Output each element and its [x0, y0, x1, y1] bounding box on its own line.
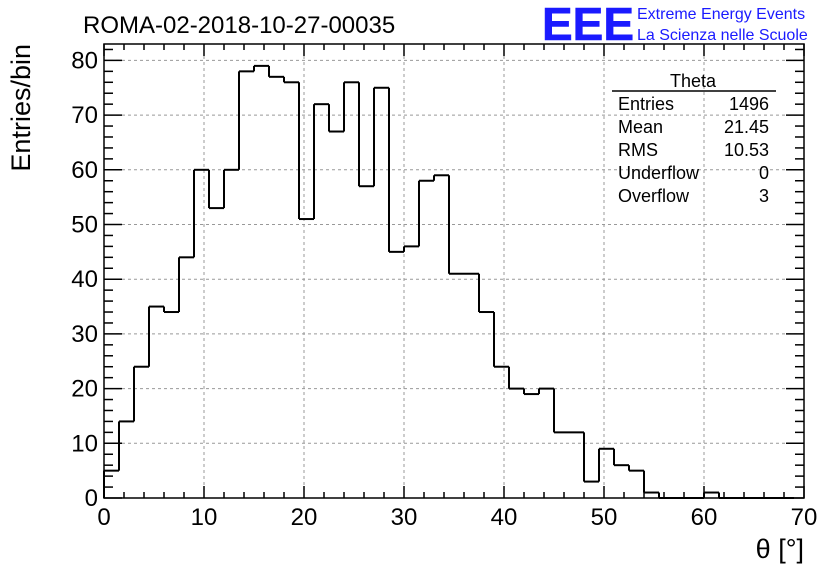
x-tick-label: 30	[391, 504, 418, 531]
histogram-bin	[238, 70, 254, 170]
histogram-bin	[208, 169, 224, 210]
logo-line-1: Extreme Energy Events	[637, 6, 805, 23]
stats-label-overflow: Overflow	[618, 186, 690, 206]
y-tick-label: 0	[85, 485, 98, 512]
histogram-bin	[553, 388, 569, 434]
histogram-bin	[523, 388, 539, 396]
histogram-bin	[118, 420, 134, 471]
stats-label-rms: RMS	[618, 140, 658, 160]
logo-line-2: La Scienza nelle Scuole	[637, 27, 808, 44]
histogram-bin	[253, 64, 269, 72]
y-tick-label: 50	[71, 212, 98, 239]
stats-value-underflow: 0	[759, 163, 769, 183]
stats-label-underflow: Underflow	[618, 163, 700, 183]
histogram-bin	[148, 305, 164, 367]
stats-title: Theta	[670, 71, 717, 91]
y-tick-label: 60	[71, 157, 98, 184]
histogram-bin	[613, 448, 629, 467]
x-tick-label: 20	[291, 504, 318, 531]
y-tick-label: 20	[71, 376, 98, 403]
histogram-bin	[268, 65, 284, 78]
histogram-bin	[598, 447, 614, 482]
x-tick-label: 10	[191, 504, 218, 531]
y-tick-label: 80	[71, 47, 98, 74]
histogram-bin	[628, 465, 644, 472]
x-tick-label: 50	[591, 504, 618, 531]
stats-value-mean: 21.45	[724, 117, 769, 137]
y-tick-label: 70	[71, 102, 98, 129]
histogram-bin	[163, 306, 179, 314]
x-tick-label: 70	[791, 504, 818, 531]
histogram-bin	[433, 174, 449, 181]
histogram-bin	[388, 87, 404, 253]
histogram-bin	[418, 179, 434, 247]
y-tick-label: 10	[71, 430, 98, 457]
histogram-bin	[313, 103, 329, 220]
histogram-bin	[283, 76, 299, 84]
histogram-bin	[478, 273, 494, 314]
histogram-bin	[178, 256, 194, 313]
x-axis-title: θ [°]	[756, 534, 804, 564]
histogram-bin	[223, 168, 239, 209]
stats-label-mean: Mean	[618, 117, 663, 137]
histogram-bin	[328, 104, 344, 133]
grid-lines	[104, 44, 804, 498]
histogram-bin	[343, 81, 359, 132]
histogram-bin	[133, 365, 149, 422]
histogram-bin	[403, 245, 419, 252]
stats-value-overflow: 3	[759, 186, 769, 206]
stats-label-entries: Entries	[618, 94, 674, 114]
histogram-bin	[358, 82, 374, 188]
histogram-bin	[373, 86, 389, 187]
histogram-bin	[298, 82, 314, 221]
axis-ticks	[103, 44, 805, 499]
histogram-bin	[448, 175, 464, 275]
histogram-bin	[643, 470, 659, 494]
histogram-bin	[508, 366, 524, 390]
histogram-bin	[583, 432, 599, 483]
histogram-bin	[193, 168, 209, 258]
stats-value-rms: 10.53	[724, 140, 769, 160]
x-tick-label: 40	[491, 504, 518, 531]
stats-value-entries: 1496	[729, 94, 769, 114]
histogram-bin	[538, 387, 554, 395]
run-title: ROMA-02-2018-10-27-00035	[83, 12, 395, 39]
stats-box: Theta Entries 1496 Mean 21.45 RMS 10.53 …	[612, 71, 776, 206]
x-tick-label: 60	[691, 504, 718, 531]
y-tick-label: 30	[71, 321, 98, 348]
y-tick-label: 40	[71, 266, 98, 293]
y-axis-title: Entries/bin	[6, 44, 36, 172]
histogram-bin	[493, 312, 509, 368]
eee-logo: EEE	[542, 0, 634, 50]
x-tick-label: 0	[97, 504, 110, 531]
plot-frame	[103, 43, 805, 499]
